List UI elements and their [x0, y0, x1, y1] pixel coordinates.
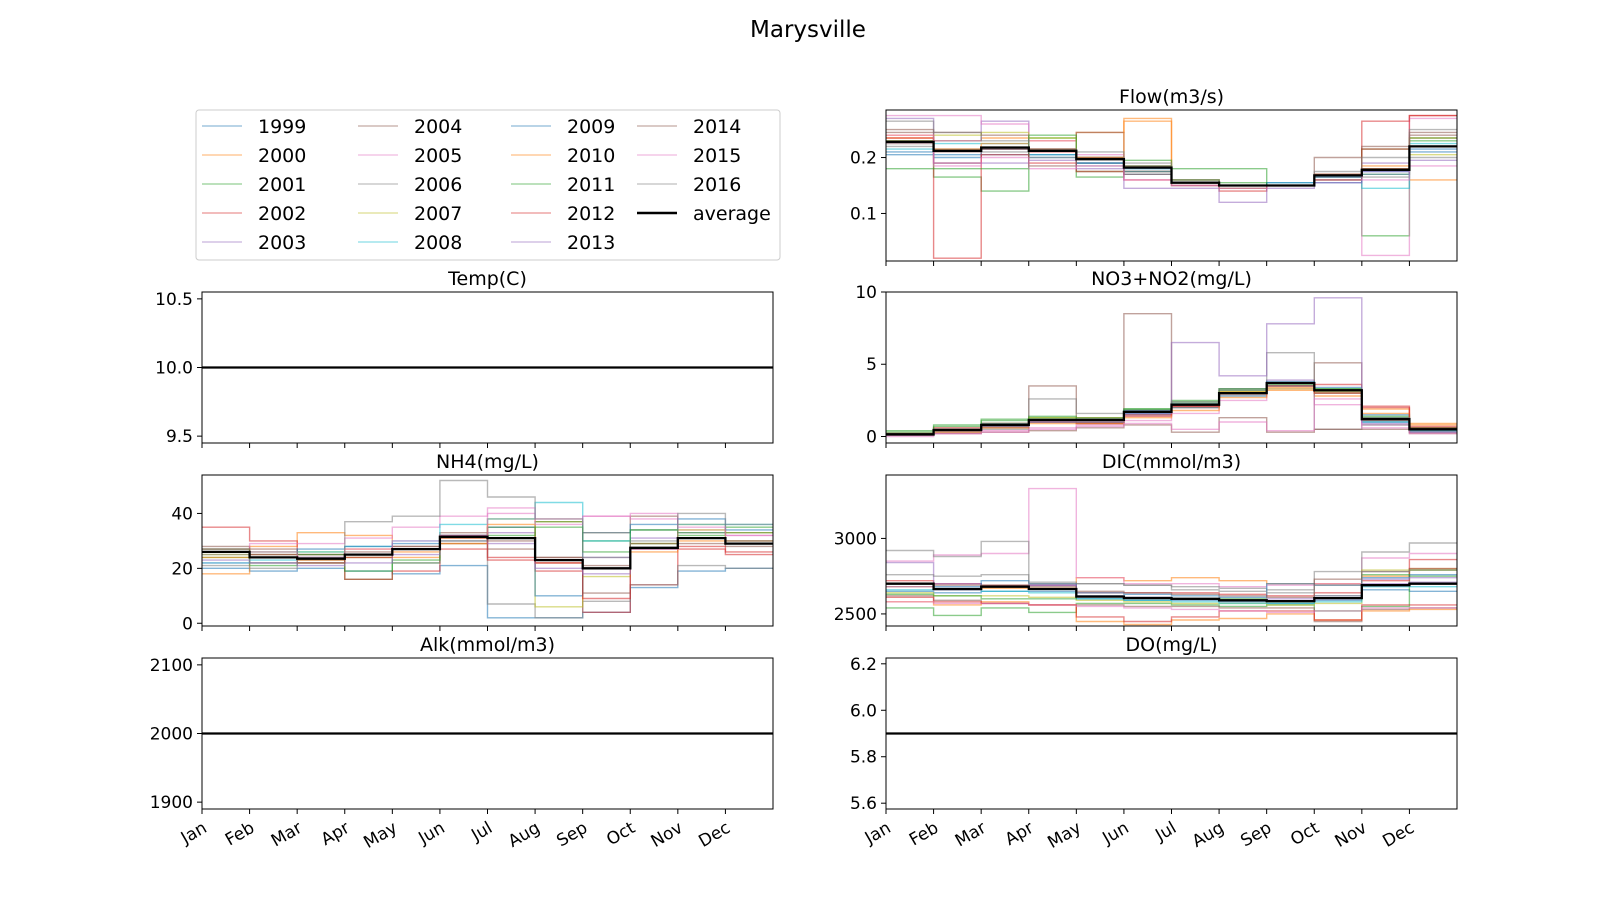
legend-label: 2016: [693, 174, 741, 196]
y-tick-label: 40: [171, 504, 193, 524]
panel-title: NO3+NO2(mg/L): [1091, 268, 1252, 290]
series-group: [886, 487, 1457, 626]
y-tick-label: 2500: [834, 605, 877, 625]
legend-label: 2010: [567, 145, 615, 167]
y-tick-label: 9.5: [166, 427, 193, 447]
series-line-2016: [886, 120, 1457, 187]
legend-label: 2003: [258, 232, 306, 254]
figure-title: Marysville: [750, 17, 866, 43]
series-line-2013: [886, 142, 1457, 203]
legend-label: 2013: [567, 232, 615, 254]
panel-title: Alk(mmol/m3): [420, 634, 555, 656]
legend: 1999 2000 2001 2002 2003 2004 2005 2006 2007 2008…: [195, 109, 781, 261]
panel-flow-m3-s-: Flow(m3/s) 0.1 0.2: [850, 86, 1458, 266]
legend-label: 2006: [414, 174, 462, 196]
y-tick-label: 20: [171, 559, 193, 579]
series-line-2016: [886, 569, 1457, 594]
y-tick-label: 10.5: [155, 290, 193, 310]
series-line-average: [202, 535, 773, 570]
legend-frame: [195, 109, 781, 261]
panel-title: DIC(mmol/m3): [1102, 451, 1241, 473]
legend-label: 2002: [258, 203, 306, 225]
legend-label: 2015: [693, 145, 741, 167]
y-tick-label: 6.0: [850, 701, 877, 721]
series-line-2008: [886, 586, 1457, 605]
legend-label: average: [693, 203, 771, 225]
legend-label: 2001: [258, 174, 306, 196]
legend-label: 2012: [567, 203, 615, 225]
legend-label: 2011: [567, 174, 615, 196]
series-line-average: [886, 582, 1457, 603]
panel-no3-no2-mg-l-: NO3+NO2(mg/L) 0 5 10: [855, 268, 1458, 448]
legend-label: 2005: [414, 145, 462, 167]
y-tick-label: 2000: [150, 725, 193, 745]
y-tick-label: 1900: [150, 793, 193, 813]
panel-title: DO(mg/L): [1126, 634, 1218, 656]
series-group: [886, 297, 1457, 438]
legend-label: 2008: [414, 232, 462, 254]
y-tick-label: 5.6: [850, 794, 877, 814]
y-tick-label: 3000: [834, 529, 877, 549]
panel-dic-mmol-m3-: DIC(mmol/m3) 2500 3000: [834, 451, 1458, 631]
y-tick-label: 2100: [150, 656, 193, 676]
series-line-average: [886, 381, 1457, 436]
series-line-2015: [886, 601, 1457, 614]
y-tick-label: 10.0: [155, 359, 193, 379]
series-line-2012: [886, 596, 1457, 623]
panel-title: Temp(C): [447, 268, 527, 290]
legend-label: 2009: [567, 116, 615, 138]
y-tick-label: 0: [182, 614, 193, 634]
series-group: [886, 114, 1457, 259]
series-line-average: [886, 140, 1457, 187]
series-group: [202, 479, 773, 619]
y-tick-label: 10: [855, 283, 877, 303]
legend-label: 2014: [693, 116, 741, 138]
y-tick-label: 6.2: [850, 655, 877, 675]
y-tick-label: 0: [866, 427, 877, 447]
y-tick-label: 0.1: [850, 204, 877, 224]
legend-label: 2007: [414, 203, 462, 225]
y-tick-label: 0.2: [850, 149, 877, 169]
panels: Flow(m3/s) 0.1 0.2 Temp(C) 9.5 10.0 10.5 NO3+NO…: [150, 86, 1458, 853]
panel-title: Flow(m3/s): [1119, 86, 1224, 108]
legend-label: 1999: [258, 116, 306, 138]
panel-nh4-mg-l-: NH4(mg/L) 0 20 40: [171, 451, 774, 634]
y-tick-label: 5.8: [850, 748, 877, 768]
panel-title: NH4(mg/L): [436, 451, 539, 473]
panel-temp-c-: Temp(C) 9.5 10.0 10.5: [155, 268, 774, 448]
y-tick-label: 5: [866, 355, 877, 375]
legend-label: 2004: [414, 116, 462, 138]
legend-label: 2000: [258, 145, 306, 167]
